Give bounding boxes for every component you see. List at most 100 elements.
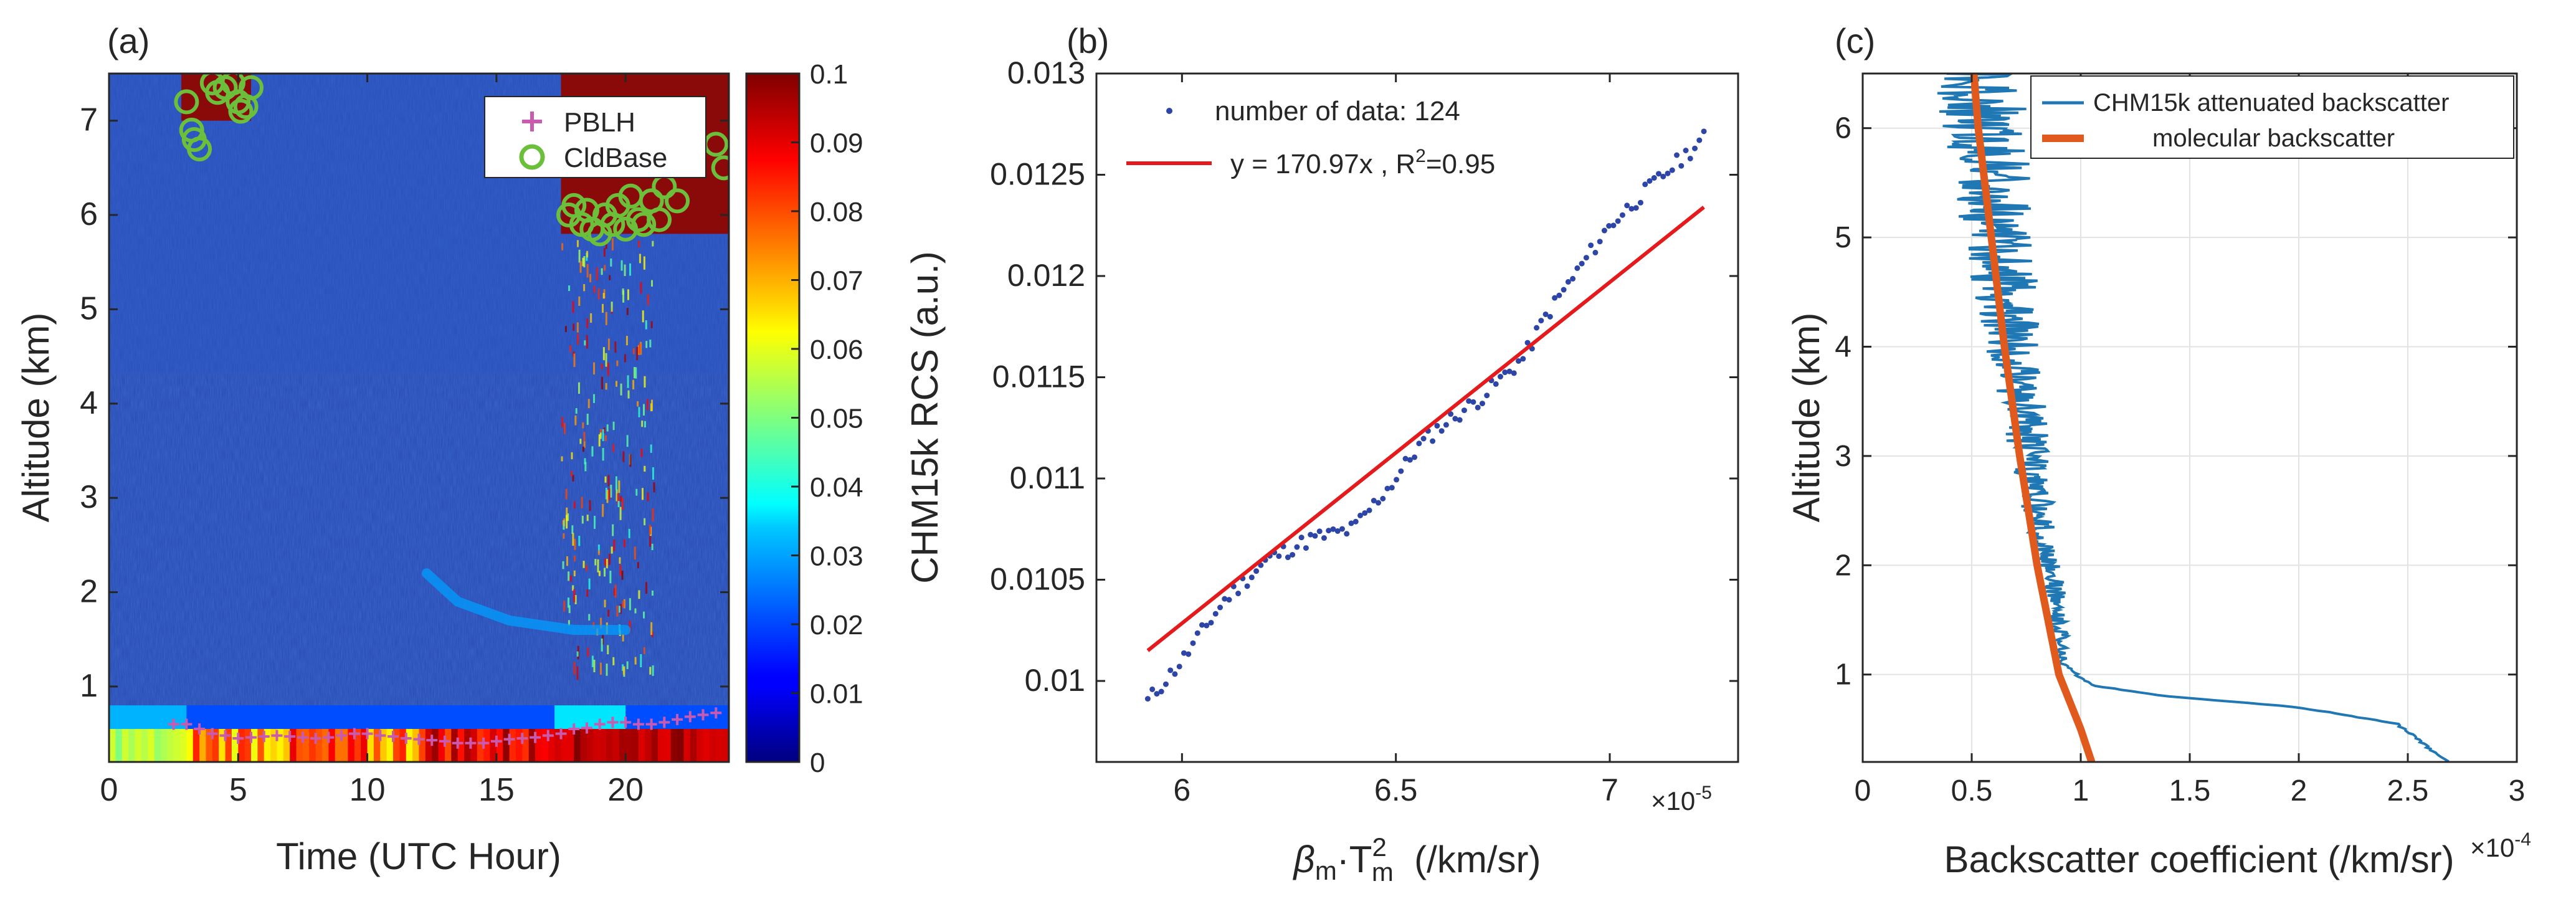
surface-cell: [670, 705, 678, 730]
surface-cell: [464, 729, 472, 762]
pblh-point: [271, 730, 283, 741]
scatter-point: [1628, 206, 1635, 212]
axis-ticks-c: 0 0.5 1 1.5 2 2.5 3 1 2 3 4 5 6: [1835, 74, 2525, 807]
precip-streak: [563, 520, 565, 530]
surface-cell: [722, 729, 729, 762]
surface-cell: [419, 729, 426, 762]
precip-streak: [604, 599, 606, 607]
scatter-point: [1285, 554, 1291, 561]
scatter-point: [1235, 591, 1242, 597]
scatter-point: [1334, 528, 1341, 534]
surface-cell: [238, 705, 245, 730]
y-tick-label: 5: [80, 290, 98, 326]
precip-streak: [608, 553, 611, 565]
pblh-point: [258, 731, 270, 743]
precip-streak: [594, 515, 596, 529]
precip-streak: [642, 404, 645, 416]
surface-cell: [690, 729, 698, 762]
surface-cell: [231, 705, 239, 730]
precip-streak: [638, 240, 640, 248]
precip-streak: [628, 528, 630, 538]
scatter-point: [1665, 170, 1671, 176]
precip-streak: [617, 493, 619, 505]
surface-cell: [206, 705, 213, 730]
surface-cell: [192, 705, 201, 730]
precip-streak: [586, 250, 589, 258]
precip-streak: [641, 488, 644, 500]
precip-streak: [621, 571, 624, 580]
surface-cell: [683, 729, 691, 762]
pblh-point: [168, 718, 179, 730]
precip-streak: [597, 288, 600, 300]
precip-streak: [644, 518, 646, 526]
surface-cell: [186, 705, 194, 730]
precip-streak: [638, 590, 640, 599]
scatter-point: [1588, 242, 1594, 249]
surface-cell: [496, 705, 504, 730]
precip-streak: [619, 557, 621, 564]
surface-cell: [128, 705, 136, 730]
surface-cell: [251, 705, 259, 730]
surface-cell: [574, 705, 581, 730]
precip-streak: [569, 345, 572, 353]
scatter-point: [1619, 212, 1625, 218]
x-exponent-b-base: ×10: [1651, 786, 1695, 816]
scatter-point: [1457, 417, 1463, 423]
surface-cell: [477, 705, 485, 730]
x-tick-label: 10: [349, 772, 386, 808]
scatter-point: [1384, 485, 1390, 492]
surface-cell: [425, 705, 433, 730]
precip-streak: [563, 423, 566, 434]
surface-cell: [386, 705, 394, 730]
scatter-point: [1542, 311, 1549, 317]
scatter-point: [1610, 222, 1617, 229]
surface-cell: [115, 729, 123, 762]
surface-cell: [219, 729, 226, 762]
precip-streak: [563, 601, 566, 612]
surface-cell: [599, 729, 607, 762]
surface-cell: [173, 705, 181, 730]
surface-cell: [483, 729, 491, 762]
surface-cell: [554, 705, 562, 730]
precip-streak: [632, 379, 635, 389]
precip-streak: [573, 353, 576, 368]
precip-streak: [605, 383, 607, 390]
legend-a: PBLH CldBase: [484, 96, 706, 178]
precip-streak: [640, 282, 642, 294]
legend-b: number of data: 124 y = 170.97x , R2=0.9…: [1126, 96, 1495, 179]
precip-streak: [606, 490, 609, 503]
surface-cell: [567, 705, 575, 730]
surface-cell: [483, 705, 491, 730]
precip-streak: [622, 290, 625, 303]
pblh-point: [645, 718, 657, 730]
pblh-point: [361, 728, 373, 740]
scatter-point: [1470, 399, 1476, 405]
scatter-point: [1574, 265, 1580, 271]
surface-cell: [696, 729, 704, 762]
precip-streak: [578, 296, 581, 306]
scatter-point: [1597, 239, 1603, 245]
precip-streak: [634, 657, 637, 665]
colorbar-ticks: 0 0.01 0.02 0.03 0.04 0.05 0.06 0.07 0.08 0.09 0.1: [791, 59, 863, 778]
y-tick-label: 2: [1835, 549, 1851, 582]
surface-cell: [703, 705, 710, 730]
legend-fit-label: y = 170.97x , R2=0.95: [1230, 146, 1495, 179]
surface-cell: [561, 729, 568, 762]
surface-cell: [657, 705, 665, 730]
x-exponent-c-base: ×10: [2470, 833, 2514, 862]
y-tick-label: 0.012: [1007, 258, 1085, 293]
surface-cell: [612, 729, 620, 762]
scatter-point: [1484, 393, 1490, 399]
precip-streak: [644, 465, 646, 472]
precip-streak: [633, 367, 635, 379]
legend-fit-main: y = 170.97x , R: [1230, 149, 1415, 179]
surface-cell: [264, 705, 272, 730]
precip-streak: [645, 320, 647, 330]
precip-streak: [562, 561, 564, 569]
scatter-point: [1651, 175, 1657, 181]
x-exponent-c: ×10-4: [2470, 829, 2531, 862]
precip-streak: [647, 492, 649, 502]
surface-cell: [283, 705, 291, 730]
molecular-backscatter-line: [1970, 74, 2096, 762]
precip-streak: [615, 381, 618, 387]
